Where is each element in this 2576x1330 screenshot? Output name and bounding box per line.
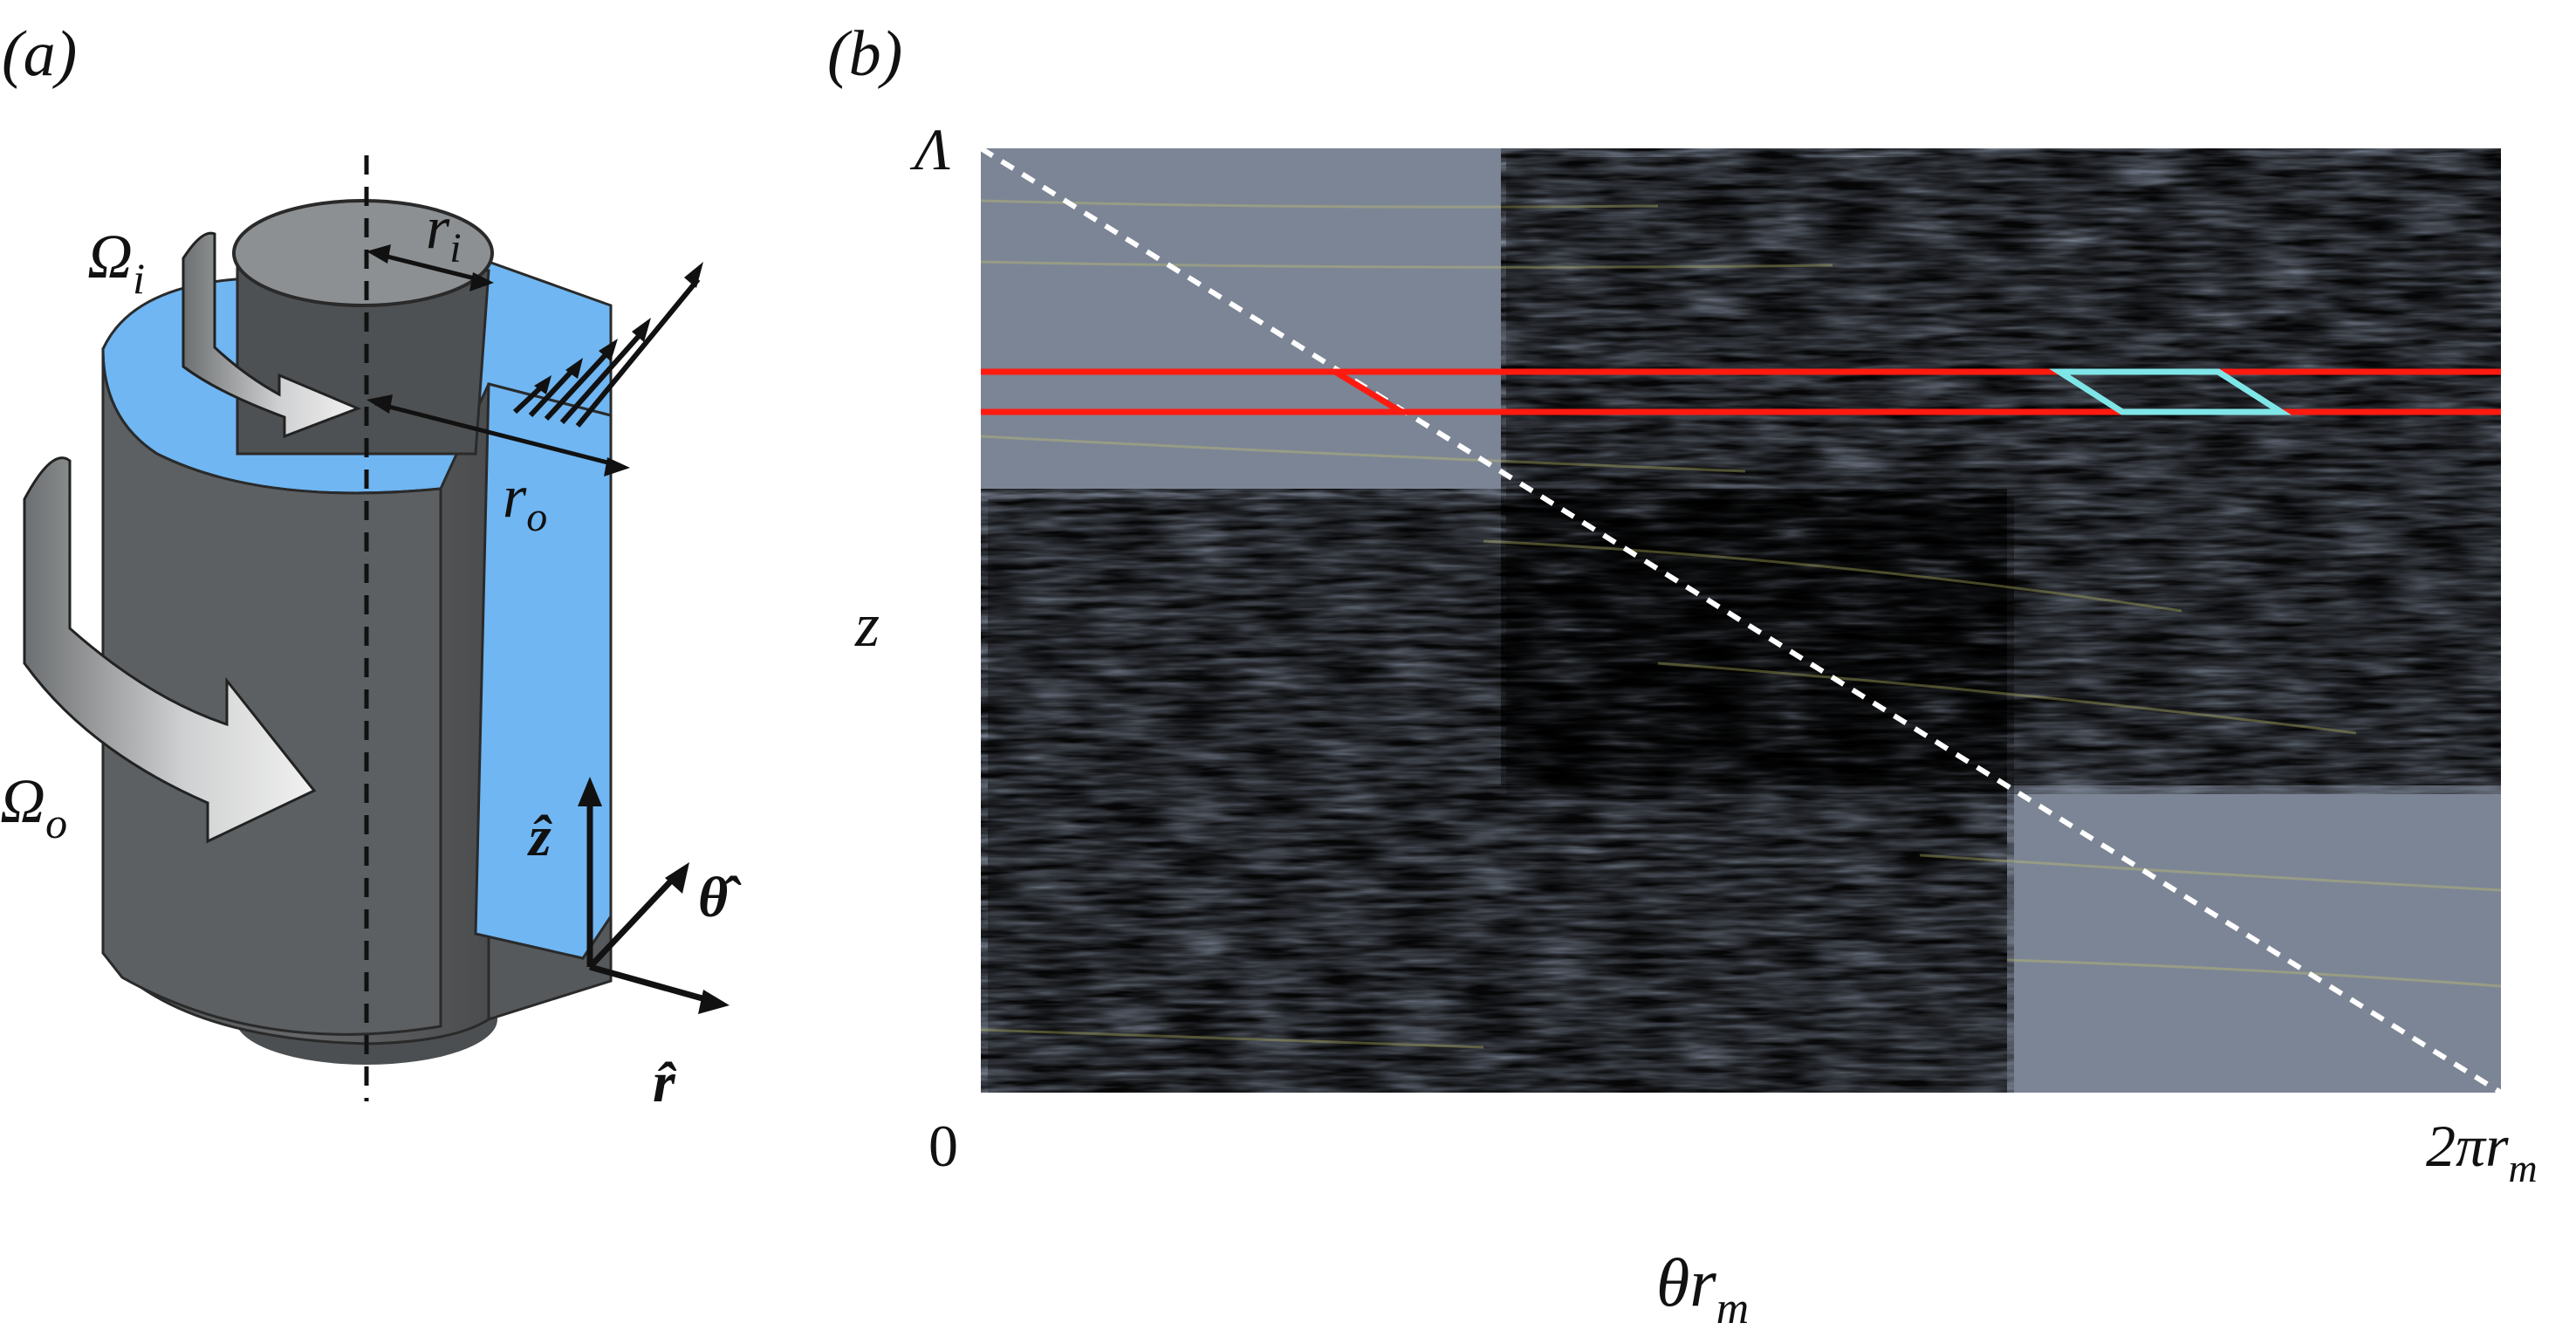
inner-radius-arrow (373, 250, 486, 284)
outer-rotation-arrow (23, 456, 317, 844)
y-top-tick: Λ (909, 116, 950, 182)
x-axis-label: θrm (1656, 1244, 1749, 1330)
theta-hat-label: θ̂ (698, 866, 742, 929)
cyan-parallelogram (2049, 368, 2292, 415)
r-inner-label: ri (426, 195, 462, 271)
laminar-streaks (981, 199, 2501, 1049)
diagonal-dashed-line (979, 146, 2503, 1095)
x-left-tick: 0 (928, 1113, 958, 1179)
panel-b: (b) (827, 18, 2538, 1330)
panel-b-label: (b) (827, 18, 902, 90)
y-axis-label: z (854, 590, 880, 660)
panel-a-label: (a) (2, 18, 77, 90)
turbulent-band-lower (981, 489, 2009, 1093)
x-right-tick: 2πrm (2426, 1113, 2538, 1190)
unit-vectors (578, 777, 730, 1014)
velocity-profile-arrows (512, 262, 703, 428)
r-hat-label: r̂ (653, 1051, 677, 1114)
theta-hat-vector (587, 874, 678, 970)
turbulent-band-upper (1501, 148, 2501, 794)
outer-cylinder-front (101, 348, 442, 1036)
outer-radius-arrow (374, 401, 622, 469)
z-hat-label: ẑ (527, 805, 552, 868)
r-outer-label: ro (503, 463, 547, 540)
omega-outer-label: Ωo (0, 766, 67, 847)
inner-rotation-arrow (182, 231, 362, 439)
omega-inner-label: Ωi (87, 222, 145, 303)
r-hat-vector (589, 963, 709, 1004)
panel-a: (a) (0, 18, 742, 1114)
inner-cylinder-top (232, 199, 494, 307)
